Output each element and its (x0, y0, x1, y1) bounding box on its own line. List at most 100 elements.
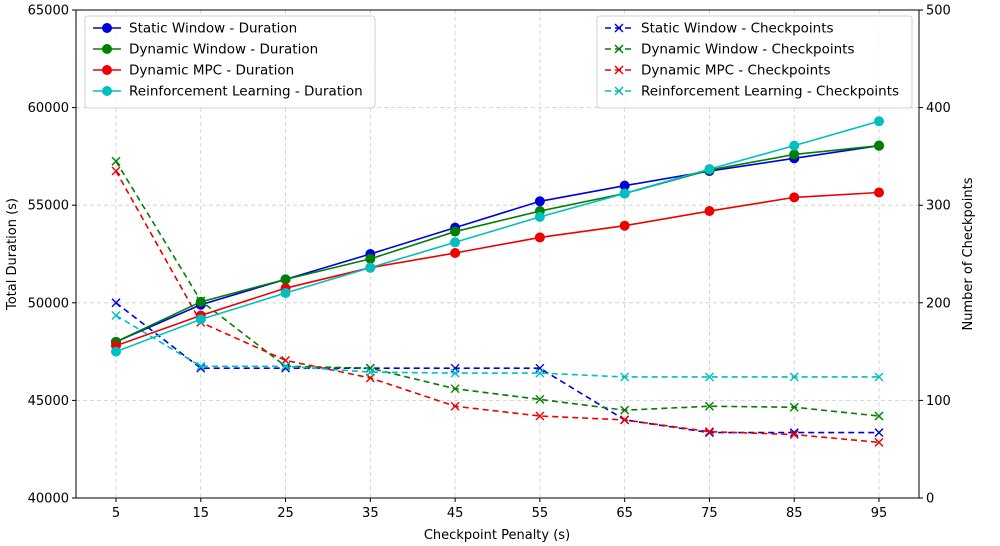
duration-line-1 (115, 144, 880, 343)
checkpoints-point (789, 372, 799, 382)
x-marker-stroke (111, 156, 121, 166)
y-left-tick-label: 55000 (28, 199, 69, 214)
x-marker-stroke (111, 166, 121, 176)
duration-point (619, 188, 630, 199)
x-marker-stroke (704, 427, 714, 437)
checkpoints-point (111, 310, 121, 320)
duration-point (789, 140, 800, 151)
x-marker-stroke (874, 411, 884, 421)
checkpoints-point (196, 361, 206, 371)
checkpoints-point (620, 405, 630, 415)
legend-label: Dynamic Window - Checkpoints (641, 42, 855, 58)
checkpoints-point (704, 372, 714, 382)
legend-entry: Dynamic Window - Checkpoints (605, 42, 855, 58)
duration-point (195, 296, 206, 307)
duration-line-3 (115, 120, 880, 353)
checkpoints-line-0 (115, 302, 879, 434)
x-axis-label: Checkpoint Penalty (s) (424, 528, 570, 543)
x-tick-label: 75 (701, 506, 718, 521)
x-marker-stroke (789, 430, 799, 440)
checkpoints-point (281, 361, 291, 371)
y-right-tick-label: 300 (926, 199, 951, 214)
y-left-tick-label: 50000 (28, 296, 69, 311)
checkpoints-point (874, 428, 884, 438)
y-right-tick-label: 200 (926, 296, 951, 311)
x-marker-stroke (874, 372, 884, 382)
legend-label: Static Window - Checkpoints (641, 21, 834, 37)
legend-marker (102, 86, 112, 96)
legend-marker (614, 44, 624, 54)
checkpoints-point (111, 156, 121, 166)
x-tick-label: 25 (277, 506, 294, 521)
x-tick-label: 55 (532, 506, 549, 521)
duration-point (789, 192, 800, 203)
legend-entry: Reinforcement Learning - Duration (93, 84, 363, 100)
y-right-tick-label: 0 (926, 492, 934, 507)
legend-label: Dynamic MPC - Checkpoints (641, 63, 831, 79)
legend-checkpoints: Static Window - Checkpoints Dynamic Windo… (596, 15, 913, 109)
y-left-tick-label: 65000 (28, 4, 69, 19)
checkpoints-point (789, 430, 799, 440)
x-marker-stroke (874, 437, 884, 447)
plot-series (111, 116, 884, 447)
duration-point (534, 196, 545, 207)
duration-point (280, 274, 291, 285)
duration-point (534, 211, 545, 222)
axes: 5 15 25 35 45 55 65 75 85 95 40000 45000 50000 55000 6… (28, 4, 951, 522)
checkpoints-point (365, 367, 375, 377)
x-tick-label: 95 (871, 506, 888, 521)
x-marker-stroke (789, 372, 799, 382)
checkpoints-point (450, 368, 460, 378)
x-marker-stroke (704, 401, 714, 411)
x-marker-stroke (535, 368, 545, 378)
duration-point (704, 206, 715, 217)
legend-label: Static Window - Duration (129, 21, 297, 37)
checkpoints-point (704, 427, 714, 437)
duration-point (450, 237, 461, 248)
checkpoints-line-2 (115, 170, 880, 444)
x-marker-stroke (196, 361, 206, 371)
duration-point (365, 253, 376, 264)
checkpoints-point (365, 363, 375, 373)
x-marker-stroke (874, 428, 884, 438)
legend-marker (102, 23, 112, 33)
plot-frame (75, 9, 920, 499)
y-right-tick-label: 500 (926, 4, 951, 19)
x-marker-stroke (111, 298, 121, 308)
checkpoints-point (535, 394, 545, 404)
x-marker-stroke (789, 428, 799, 438)
x-tick-label: 85 (786, 506, 803, 521)
x-marker-stroke (281, 361, 291, 371)
legend-marker (614, 23, 624, 33)
duration-point (534, 232, 545, 243)
duration-point (450, 248, 461, 259)
checkpoints-point (111, 166, 121, 176)
checkpoints-line-3 (115, 314, 879, 378)
x-tick-label: 15 (193, 506, 210, 521)
checkpoints-point (789, 402, 799, 412)
duration-point (365, 262, 376, 273)
x-marker-stroke (535, 411, 545, 421)
checkpoints-point (704, 401, 714, 411)
legend-label: Dynamic MPC - Duration (129, 63, 294, 79)
legend-entry: Dynamic Window - Duration (93, 42, 318, 58)
x-tick-label: 35 (362, 506, 379, 521)
legend-marker (102, 44, 112, 54)
y-left-tick-label: 60000 (28, 101, 69, 116)
x-tick-label: 45 (447, 506, 464, 521)
y-left-tick-label: 45000 (28, 394, 69, 409)
y-axis-right-label: Number of Checkpoints (961, 177, 976, 330)
x-marker-stroke (620, 372, 630, 382)
duration-point (619, 220, 630, 231)
x-marker-stroke (620, 405, 630, 415)
x-marker-stroke (789, 402, 799, 412)
legend-frame (84, 15, 376, 109)
y-axis-left-label: Total Duration (s) (5, 198, 20, 311)
legend-entry: Dynamic MPC - Duration (93, 63, 294, 79)
y-right-tick-label: 400 (926, 101, 951, 116)
x-tick-label: 5 (112, 506, 120, 521)
legend-frame (596, 15, 913, 109)
legend-marker (614, 65, 624, 75)
duration-point (704, 164, 715, 175)
